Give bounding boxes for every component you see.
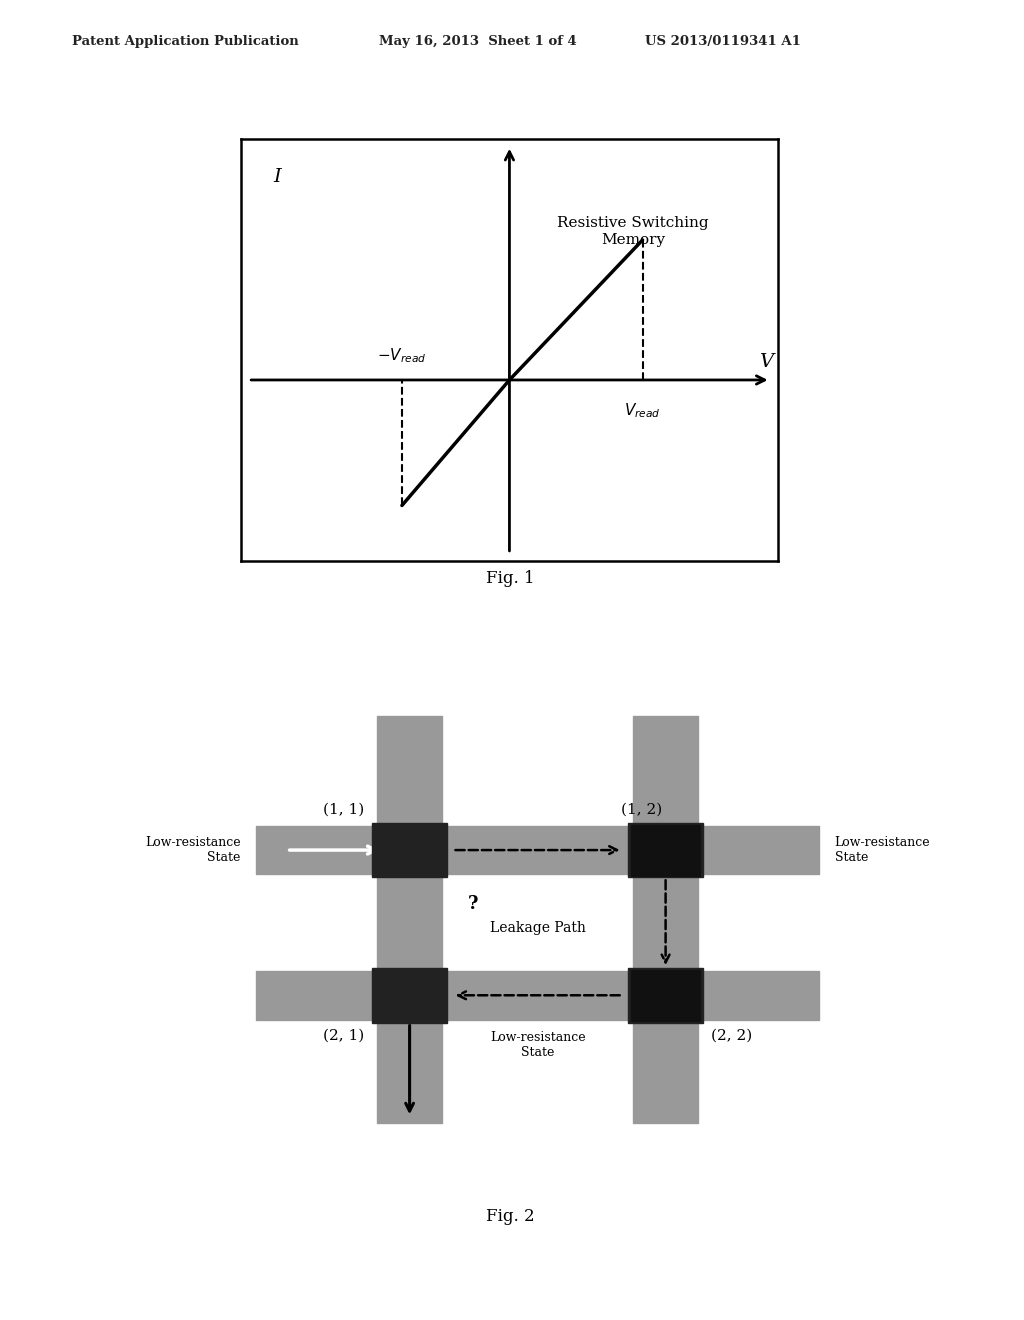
Text: Fig. 1: Fig. 1 bbox=[485, 570, 535, 587]
Text: Fig. 2: Fig. 2 bbox=[485, 1208, 535, 1225]
Text: $-V_{read}$: $-V_{read}$ bbox=[377, 347, 427, 366]
Text: ?: ? bbox=[468, 895, 478, 913]
Bar bbox=[372, 822, 447, 878]
Text: (2, 1): (2, 1) bbox=[324, 1028, 365, 1043]
Text: I: I bbox=[272, 168, 281, 186]
Bar bbox=[628, 968, 703, 1023]
Text: Leakage Path: Leakage Path bbox=[489, 921, 586, 936]
Bar bbox=[631, 970, 700, 1020]
Text: (2, 2): (2, 2) bbox=[711, 1028, 752, 1043]
Bar bbox=[631, 825, 700, 875]
Text: Patent Application Publication: Patent Application Publication bbox=[72, 34, 298, 48]
Text: $V_{read}$: $V_{read}$ bbox=[625, 401, 660, 420]
Bar bbox=[628, 822, 703, 878]
Text: V: V bbox=[759, 354, 773, 371]
Text: Low-resistance
State: Low-resistance State bbox=[489, 1031, 586, 1059]
Text: (1, 2): (1, 2) bbox=[621, 803, 662, 817]
Text: Low-resistance
State: Low-resistance State bbox=[145, 836, 241, 865]
Text: Resistive Switching
Memory: Resistive Switching Memory bbox=[557, 216, 709, 247]
Bar bbox=[372, 968, 447, 1023]
Text: Low-resistance
State: Low-resistance State bbox=[835, 836, 930, 865]
Text: May 16, 2013  Sheet 1 of 4: May 16, 2013 Sheet 1 of 4 bbox=[379, 34, 577, 48]
Text: (1, 1): (1, 1) bbox=[324, 803, 365, 817]
Text: US 2013/0119341 A1: US 2013/0119341 A1 bbox=[645, 34, 801, 48]
